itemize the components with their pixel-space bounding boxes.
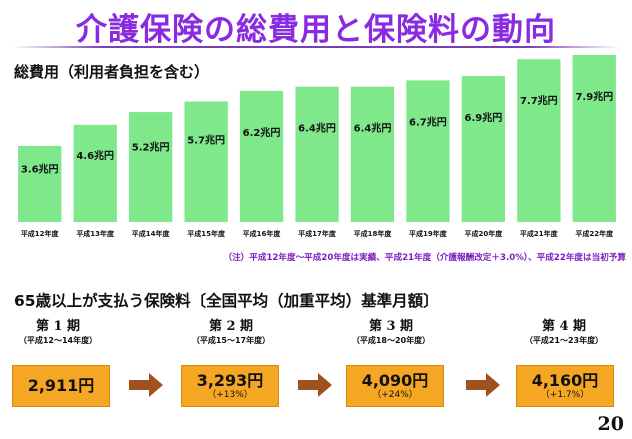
period-4-header: 第 4 期 （平成21～23年度） <box>518 315 610 346</box>
x-tick-label: 平成22年度 <box>575 229 614 238</box>
period-2-change: （+13%） <box>207 389 253 400</box>
period-2-premium-box: 3,293円 （+13%） <box>181 365 279 407</box>
x-tick-label: 平成15年度 <box>187 229 226 238</box>
period-1-header: 第 1 期 （平成12～14年度） <box>12 315 104 346</box>
period-2-name: 第 2 期 <box>208 319 254 334</box>
period-3-header: 第 3 期 （平成18～20年度） <box>345 315 437 346</box>
bar-value-label: 5.2兆円 <box>132 141 170 154</box>
x-tick-label: 平成13年度 <box>76 229 115 238</box>
page-title: 介護保険の総費用と保険料の動向 <box>76 12 556 48</box>
bar-value-label: 7.7兆円 <box>520 94 558 107</box>
bar-value-label: 5.7兆円 <box>187 134 225 147</box>
period-3-range: （平成18～20年度） <box>351 336 431 345</box>
bar-8 <box>406 80 450 223</box>
period-3-amount: 4,090円 <box>361 370 429 390</box>
bar-5 <box>239 90 284 223</box>
bar-6 <box>295 86 339 222</box>
bar-value-label: 3.6兆円 <box>21 163 59 176</box>
arrow-right-icon <box>129 373 163 397</box>
arrow-right-icon <box>466 373 500 397</box>
period-4-name: 第 4 期 <box>541 319 587 334</box>
x-tick-label: 平成21年度 <box>520 229 559 238</box>
bar-value-label: 6.4兆円 <box>298 122 336 135</box>
bar-value-label: 6.2兆円 <box>243 126 281 139</box>
bar-4 <box>184 101 228 222</box>
x-tick-label: 平成12年度 <box>21 229 60 238</box>
bar-9 <box>461 76 505 222</box>
period-1-amount: 2,911円 <box>27 376 95 395</box>
bar-value-label: 6.4兆円 <box>354 122 392 135</box>
period-4-premium-box: 4,160円 （+1.7%） <box>516 365 614 407</box>
x-tick-label: 平成14年度 <box>132 229 171 238</box>
arrow-right-icon <box>298 373 332 397</box>
x-tick-label: 平成17年度 <box>298 229 337 238</box>
bar-value-label: 4.6兆円 <box>76 149 114 162</box>
period-2-amount: 3,293円 <box>196 370 264 390</box>
bar-value-label: 7.9兆円 <box>575 90 613 103</box>
period-4-change: （+1.7%） <box>540 389 590 400</box>
bar-7 <box>350 86 395 222</box>
bar-11 <box>572 55 616 222</box>
period-3-name: 第 3 期 <box>368 319 414 334</box>
period-1-premium-box: 2,911円 <box>12 365 110 407</box>
period-3-change: （+24%） <box>372 389 418 400</box>
page-number: 20 <box>597 413 624 435</box>
period-2-range: （平成15～17年度） <box>191 336 271 345</box>
period-3-premium-box: 4,090円 （+24%） <box>346 365 444 407</box>
bar-1 <box>18 145 62 222</box>
x-tick-label: 平成20年度 <box>465 229 504 238</box>
period-1-name: 第 1 期 <box>35 319 81 334</box>
bar-value-label: 6.9兆円 <box>465 111 503 124</box>
period-4-range: （平成21～23年度） <box>524 336 604 345</box>
x-tick-label: 平成18年度 <box>354 229 393 238</box>
title-divider <box>12 46 620 48</box>
bar-2 <box>73 124 117 222</box>
chart-label: 総費用（利用者負担を含む） <box>14 63 210 81</box>
period-2-header: 第 2 期 （平成15～17年度） <box>185 315 277 346</box>
bar-value-label: 6.7兆円 <box>409 115 447 128</box>
bar-3 <box>129 112 173 222</box>
period-1-range: （平成12～14年度） <box>18 336 98 345</box>
x-tick-label: 平成16年度 <box>243 229 282 238</box>
chart-footnote: （注）平成12年度～平成20年度は実績、平成21年度（介護報酬改定＋3.0%）、… <box>223 253 626 263</box>
bar-10 <box>517 59 561 223</box>
period-4-amount: 4,160円 <box>531 370 599 390</box>
premium-section-title: 65歳以上が支払う保険料〔全国平均（加重平均）基準月額〕 <box>14 292 439 310</box>
x-tick-label: 平成19年度 <box>409 229 448 238</box>
